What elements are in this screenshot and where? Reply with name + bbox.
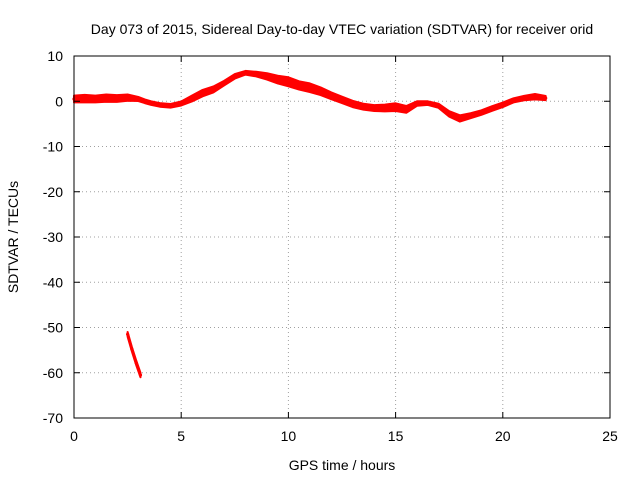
data-point <box>415 101 419 106</box>
y-tick-label: -40 <box>43 274 63 290</box>
data-point <box>490 106 494 111</box>
y-axis-label: SDTVAR / TECUs <box>5 181 21 293</box>
data-point <box>458 116 462 121</box>
data-point <box>190 96 194 101</box>
data-point <box>522 96 526 100</box>
data-point <box>426 101 430 105</box>
data-point <box>126 96 130 100</box>
data-point <box>149 101 153 105</box>
data-point <box>351 102 355 106</box>
x-tick-label: 0 <box>70 428 78 444</box>
data-point <box>130 347 134 351</box>
data-point <box>83 96 87 101</box>
x-tick-label: 20 <box>495 428 511 444</box>
data-point <box>134 361 138 365</box>
data-point <box>394 105 398 109</box>
data-point <box>329 94 333 98</box>
data-point <box>447 112 451 116</box>
y-tick-label: -60 <box>43 365 63 381</box>
x-tick-label: 15 <box>388 428 404 444</box>
data-point <box>544 96 548 100</box>
x-tick-label: 5 <box>177 428 185 444</box>
y-tick-label: 0 <box>55 93 63 109</box>
data-point <box>469 114 473 118</box>
y-tick-label: -20 <box>43 184 63 200</box>
y-tick-label: -30 <box>43 229 63 245</box>
data-point <box>158 103 162 107</box>
data-point <box>340 98 344 102</box>
data-point <box>136 97 140 101</box>
data-point <box>383 106 387 110</box>
data-point <box>318 89 323 93</box>
data-point <box>211 87 215 92</box>
chart-title: Day 073 of 2015, Sidereal Day-to-day VTE… <box>91 21 593 37</box>
grid-layer <box>74 56 610 418</box>
data-point <box>233 74 237 78</box>
data-point <box>276 77 280 82</box>
data-point <box>265 74 269 78</box>
data-point <box>511 98 516 102</box>
data-point <box>361 105 366 109</box>
x-tick-label: 10 <box>281 428 297 444</box>
y-tick-label: -10 <box>43 139 63 155</box>
data-point <box>372 106 376 110</box>
data-point <box>93 97 98 101</box>
data-layer <box>72 69 548 379</box>
data-point <box>126 332 130 336</box>
y-tick-label: 10 <box>47 48 63 64</box>
data-point <box>404 107 408 111</box>
data-point <box>138 373 143 377</box>
series-band <box>73 69 547 123</box>
series-outlier-segment <box>126 331 143 379</box>
data-point <box>168 104 173 108</box>
data-point <box>286 80 290 84</box>
data-point <box>533 95 537 99</box>
x-axis-label: GPS time / hours <box>289 457 396 473</box>
data-point <box>222 81 226 85</box>
tick-layer: 0 5 10 15 20 25 10 0 -10 -20 -30 -40 -50 -60 -70 <box>43 48 618 444</box>
data-point <box>308 86 312 90</box>
data-point <box>436 104 441 108</box>
y-tick-label: -70 <box>43 410 63 426</box>
data-point <box>243 71 248 75</box>
data-point <box>115 96 119 101</box>
data-point <box>179 101 183 106</box>
data-point <box>501 103 505 107</box>
data-point <box>297 83 301 88</box>
data-point <box>201 91 205 95</box>
series-band <box>126 331 142 379</box>
data-point <box>479 110 483 115</box>
data-point <box>104 96 108 100</box>
data-point <box>143 99 147 103</box>
data-point <box>254 72 258 76</box>
series-main-trace <box>72 69 548 123</box>
x-tick-label: 25 <box>602 428 618 444</box>
y-tick-label: -50 <box>43 320 63 336</box>
